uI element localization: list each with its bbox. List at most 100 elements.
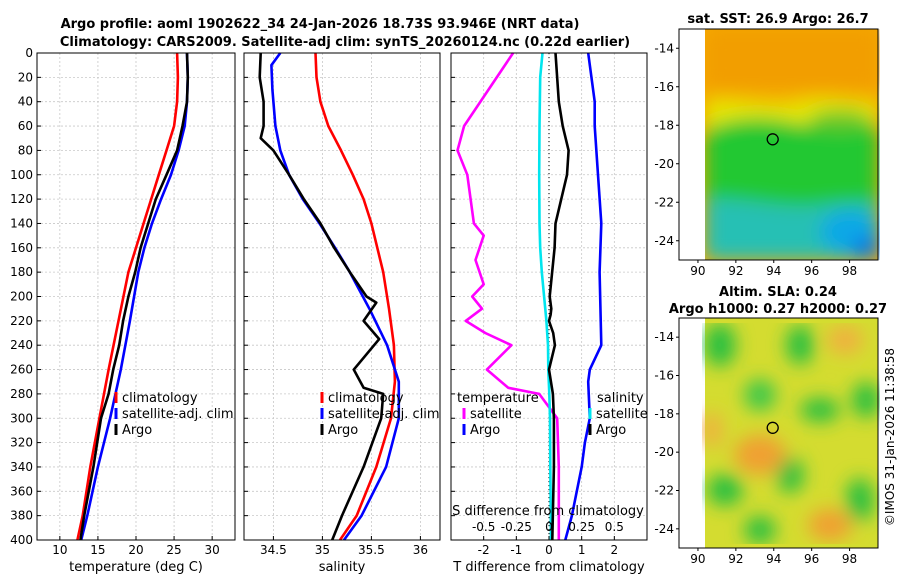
sst_map-y-tick-label: -16 [654, 80, 674, 94]
differences-series-temperature-satellite [456, 52, 561, 540]
sla_map-y-tick-label: -20 [654, 445, 674, 459]
sla-green-patch-f [707, 474, 743, 506]
salinity-series-satellite-adj-clim [270, 52, 401, 541]
temperature-legend-entry: Argo [122, 423, 152, 438]
differences-x-axis-label: T difference from climatology [452, 560, 645, 575]
temperature-y-tick-label: 40 [18, 95, 33, 109]
sla-field-shading [702, 323, 880, 544]
sla-map-panel: Altim. SLA: 0.24 Argo h1000: 0.27 h2000:… [654, 285, 887, 566]
difference-panel: -2 -1 0 1 2 T difference from climatology temp… [450, 52, 648, 575]
salinity-x-tick-label: 35.5 [358, 543, 385, 557]
salinity-legend-entry: Argo [596, 423, 626, 438]
sla_map-x-tick-label: 90 [690, 552, 705, 566]
temperature-y-tick-label: 180 [10, 265, 33, 279]
sla_map-x-tick-label: 96 [804, 552, 819, 566]
imos-timestamp: ©IMOS 31-Jan-2026 11:38:58 [883, 348, 897, 526]
sst_map-y-tick-label: -24 [654, 234, 674, 248]
sla_map-x-tick-label: 94 [766, 552, 781, 566]
sst_map-y-tick-label: -20 [654, 157, 674, 171]
temperature-y-tick-label: 100 [10, 168, 33, 182]
sla-argo-marker [766, 421, 779, 434]
temperature-y-tick-label: 280 [10, 387, 33, 401]
sla_map-x-tick-label: 92 [728, 552, 743, 566]
temperature-y-tick-label: 380 [10, 509, 33, 523]
sla-green-patch-a [704, 323, 736, 367]
salinity-difference-axis-label: S difference from climatology [452, 504, 644, 519]
sla_map-y-tick-label: -14 [654, 330, 674, 344]
temperature-y-tick-label: 120 [10, 192, 33, 206]
sla_map-y-tick-label: -18 [654, 407, 674, 421]
temperature-y-tick-label: 340 [10, 460, 33, 474]
temperature-y-tick-label: 400 [10, 533, 33, 547]
sst-map-axes: 90 92 94 96 98 -14 -16 -18 -20 -22 -24 [654, 41, 857, 278]
differences-series-salinity-argo [547, 52, 570, 541]
temperature-legend-entry: climatology [122, 391, 198, 406]
sst_map-x-tick-label: 96 [804, 264, 819, 278]
temperature-y-tick-label: 220 [10, 314, 33, 328]
sla_map-y-tick-label: -16 [654, 369, 674, 383]
sst-coolest-patch [852, 238, 880, 258]
figure-title: Argo profile: aoml 1902622_34 24-Jan-202… [61, 17, 580, 32]
sst_map-x-tick-label: 90 [690, 264, 705, 278]
temperature-x-tick-label: 20 [128, 543, 143, 557]
sst-map-frame [678, 28, 879, 261]
temperature-series-argo [79, 52, 190, 541]
differences-x-tick-label: 1 [578, 543, 586, 557]
sst_map-x-tick-label: 92 [728, 264, 743, 278]
temperature-legend-title: temperature [457, 391, 539, 406]
temperature-y-tick-label: 0 [25, 46, 33, 60]
sla-green-patch-h [744, 516, 776, 544]
sla-map-subtitle: Argo h1000: 0.27 h2000: 0.27 [669, 302, 887, 317]
sst-green-north-patch [810, 110, 870, 130]
differences-series-temperature-argo [564, 52, 603, 541]
salinity-difference-tick-label: -0.25 [501, 520, 532, 534]
differences-x-tick-label: 0 [545, 543, 553, 557]
salinity-series-climatology [314, 52, 397, 541]
differences-x-tick-label: -1 [510, 543, 522, 557]
temperature-y-tick-label: 80 [18, 143, 33, 157]
salinity-x-tick-label: 34.5 [260, 543, 287, 557]
temperature-legend-entry: Argo [470, 423, 500, 438]
temperature-y-tick-label: 160 [10, 241, 33, 255]
sla-green-patch-d [800, 398, 840, 422]
salinity-difference-tick-label: -0.5 [472, 520, 495, 534]
temperature-series-climatology [76, 52, 180, 541]
sla-green-patch-e [852, 382, 880, 418]
salinity-difference-tick-label: 0.5 [605, 520, 624, 534]
sst_map-y-tick-label: -18 [654, 118, 674, 132]
sst-map-field [705, 29, 880, 260]
temperature-y-tick-label: 360 [10, 484, 33, 498]
salinity-legend-entry: satellite-adj. clim [328, 407, 440, 422]
sst-argo-marker [766, 133, 779, 146]
temperature-y-tick-label: 140 [10, 216, 33, 230]
sst-map-title: sat. SST: 26.9 Argo: 26.7 [687, 12, 868, 27]
sst_map-y-tick-label: -14 [654, 41, 674, 55]
temperature-x-axis-label: temperature (deg C) [69, 560, 203, 575]
temperature-y-tick-label: 320 [10, 436, 33, 450]
salinity-legend-entry: climatology [328, 391, 404, 406]
differences-series-salinity-satellite [537, 52, 553, 541]
temperature-legend-entry: satellite-adj. clim [122, 407, 234, 422]
sst_map-x-tick-label: 98 [842, 264, 857, 278]
temperature-y-tick-label: 300 [10, 411, 33, 425]
sst_map-x-tick-label: 94 [766, 264, 781, 278]
salinity-difference-tick-label: 0 [545, 520, 553, 534]
sla-orange-patch-b [808, 509, 852, 541]
temperature-x-tick-label: 25 [166, 543, 181, 557]
sla_map-x-tick-label: 98 [842, 552, 857, 566]
sla_map-y-tick-label: -24 [654, 522, 674, 536]
salinity-legend-entry: Argo [328, 423, 358, 438]
sla-green-patch-b [786, 325, 814, 365]
salinity-difference-tick-label: 0.25 [568, 520, 595, 534]
sla-green-patch-g [776, 457, 804, 493]
sla-map-frame [678, 317, 879, 549]
figure-subtitle: Climatology: CARS2009. Satellite-adj cli… [60, 35, 630, 50]
sla-map-axes: 90 92 94 96 98 -14 -16 -18 -20 -22 -24 [654, 330, 857, 566]
salinity-x-axis-label: salinity [319, 560, 366, 575]
temperature-y-tick-label: 60 [18, 119, 33, 133]
sla-green-patch-c [744, 379, 776, 411]
sla-green-patch-i [846, 478, 874, 522]
sla_map-y-tick-label: -22 [654, 484, 674, 498]
